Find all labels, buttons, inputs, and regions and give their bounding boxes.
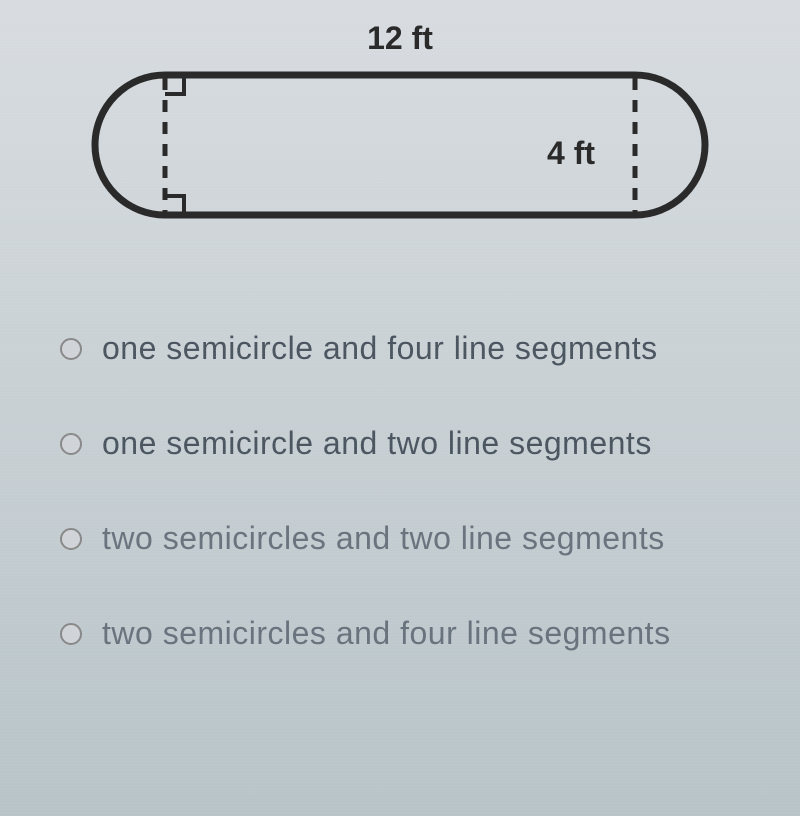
option-label: one semicircle and four line segments [102,330,658,367]
answer-options: one semicircle and four line segments on… [30,310,770,672]
radio-button[interactable] [60,338,82,360]
radio-button[interactable] [60,433,82,455]
height-label: 4 ft [547,135,595,172]
option-label: one semicircle and two line segments [102,425,652,462]
width-label: 12 ft [367,20,433,57]
option-label: two semicircles and four line segments [102,615,671,652]
radio-button[interactable] [60,623,82,645]
radio-button[interactable] [60,528,82,550]
stadium-shape [90,70,710,220]
option-label: two semicircles and two line segments [102,520,665,557]
stadium-outline [95,75,705,215]
stadium-svg [90,70,710,220]
option-d[interactable]: two semicircles and four line segments [60,615,740,652]
geometry-diagram: 12 ft 4 ft [70,20,730,270]
option-b[interactable]: one semicircle and two line segments [60,425,740,462]
option-a[interactable]: one semicircle and four line segments [60,330,740,367]
option-c[interactable]: two semicircles and two line segments [60,520,740,557]
